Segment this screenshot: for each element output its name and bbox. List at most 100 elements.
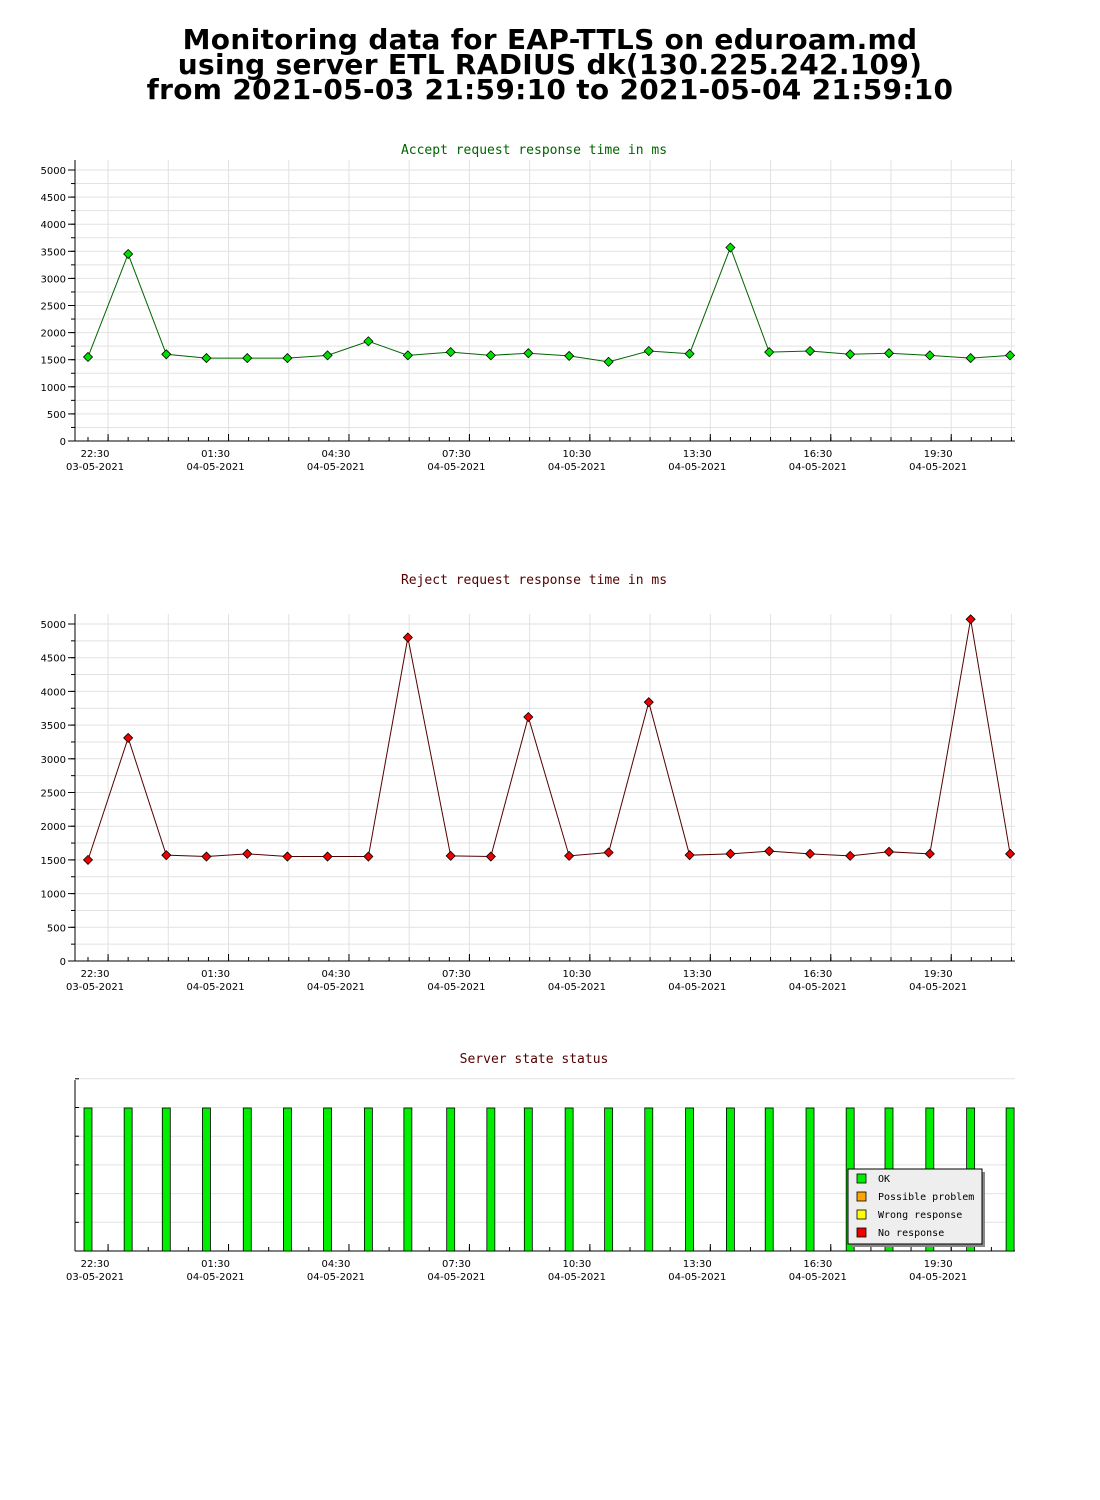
data-point xyxy=(804,345,816,357)
legend-swatch xyxy=(856,1191,867,1202)
x-tick-label-time: 01:30 xyxy=(201,1259,230,1270)
data-point xyxy=(564,850,575,861)
x-tick-label-date: 04-05-2021 xyxy=(186,1272,244,1283)
page-title-line-1: Monitoring data for EAP-TTLS on eduroam.… xyxy=(182,23,918,56)
data-point xyxy=(804,848,816,859)
y-tick-label: 1500 xyxy=(41,356,66,367)
x-tick-label-date: 04-05-2021 xyxy=(668,982,726,993)
x-tick-label-time: 07:30 xyxy=(442,969,471,980)
y-tick-label: 5000 xyxy=(41,166,66,177)
data-point xyxy=(363,336,374,347)
data-point xyxy=(603,847,614,858)
data-point xyxy=(725,848,736,859)
status-bar xyxy=(161,1107,171,1252)
y-tick-label: 0 xyxy=(60,437,66,448)
chart-title: Accept request response time in ms xyxy=(401,143,667,158)
y-tick-label: 4000 xyxy=(41,687,66,698)
x-tick-label-date: 04-05-2021 xyxy=(548,462,606,473)
x-tick-label-date: 04-05-2021 xyxy=(427,982,485,993)
data-point xyxy=(161,850,172,861)
x-tick-label-date: 04-05-2021 xyxy=(668,1272,726,1283)
status-bar xyxy=(242,1107,252,1252)
data-point xyxy=(1005,350,1016,361)
y-tick-label: 1000 xyxy=(41,383,66,394)
y-tick-label: 4000 xyxy=(41,220,66,231)
y-tick-label: 2500 xyxy=(41,789,66,800)
data-point xyxy=(845,349,856,360)
x-tick-label-time: 10:30 xyxy=(562,449,591,460)
x-tick-label-time: 04:30 xyxy=(322,449,351,460)
status-bar xyxy=(726,1107,735,1252)
data-point xyxy=(445,347,456,358)
page-title-line-3: from 2021-05-03 21:59:10 to 2021-05-04 2… xyxy=(146,73,954,106)
x-tick-label-time: 13:30 xyxy=(683,449,712,460)
status-bar xyxy=(403,1107,413,1252)
x-tick-label-time: 04:30 xyxy=(322,969,351,980)
series-line xyxy=(87,619,1011,861)
data-point xyxy=(201,353,212,364)
x-tick-label-time: 07:30 xyxy=(442,449,471,460)
x-tick-label-date: 04-05-2021 xyxy=(909,1272,967,1283)
data-point xyxy=(82,351,94,363)
status-bar xyxy=(123,1107,133,1252)
data-point xyxy=(123,248,134,260)
status-bar xyxy=(685,1107,694,1252)
x-tick-label-time: 10:30 xyxy=(562,1259,591,1270)
x-tick-label-time: 19:30 xyxy=(924,1259,953,1270)
legend-box xyxy=(847,1168,983,1245)
data-point xyxy=(684,348,695,359)
data-point xyxy=(1005,848,1016,859)
y-tick-label: 2000 xyxy=(41,329,66,340)
status-bar xyxy=(564,1107,574,1252)
data-point xyxy=(523,348,534,359)
data-point xyxy=(965,614,976,625)
y-tick-label: 3000 xyxy=(41,274,66,285)
y-tick-label: 2000 xyxy=(41,822,66,833)
x-tick-label-date: 03-05-2021 xyxy=(66,1272,124,1283)
x-tick-label-time: 01:30 xyxy=(201,969,230,980)
legend-label: No response xyxy=(878,1228,944,1239)
y-tick-label: 3500 xyxy=(41,721,66,732)
y-tick-label: 3500 xyxy=(41,247,66,258)
x-tick-label-date: 04-05-2021 xyxy=(548,1272,606,1283)
x-tick-label-date: 04-05-2021 xyxy=(186,982,244,993)
status-bar xyxy=(805,1107,815,1252)
data-point xyxy=(322,350,333,361)
status-bar xyxy=(323,1107,332,1252)
status-bar xyxy=(604,1107,614,1252)
data-point xyxy=(322,851,333,862)
data-point xyxy=(764,347,775,358)
data-point xyxy=(445,850,456,861)
legend-swatch xyxy=(856,1173,867,1184)
x-tick-label-date: 04-05-2021 xyxy=(307,982,365,993)
data-point xyxy=(764,846,775,857)
data-point xyxy=(684,850,695,861)
data-point xyxy=(282,353,293,364)
x-tick-label-date: 04-05-2021 xyxy=(427,1272,485,1283)
status-bar xyxy=(446,1107,456,1252)
legend-swatch xyxy=(856,1227,867,1238)
status-bar xyxy=(486,1107,496,1252)
data-point xyxy=(242,848,253,859)
data-point xyxy=(82,854,94,865)
status-bar xyxy=(523,1107,533,1252)
x-tick-label-date: 04-05-2021 xyxy=(186,462,244,473)
y-tick-label: 2500 xyxy=(41,302,66,313)
data-point xyxy=(603,356,614,367)
x-tick-label-time: 10:30 xyxy=(562,969,591,980)
data-point xyxy=(402,350,413,361)
legend-label: OK xyxy=(878,1174,890,1185)
data-point xyxy=(282,851,293,862)
y-tick-label: 500 xyxy=(47,923,66,934)
data-point xyxy=(161,349,172,360)
x-tick-label-time: 16:30 xyxy=(803,969,832,980)
x-tick-label-date: 04-05-2021 xyxy=(909,462,967,473)
x-tick-label-time: 07:30 xyxy=(442,1259,471,1270)
data-point xyxy=(883,348,895,359)
data-point xyxy=(402,632,413,643)
y-tick-label: 4500 xyxy=(41,193,66,204)
y-tick-label: 1000 xyxy=(41,890,66,901)
y-tick-label: 4500 xyxy=(41,654,66,665)
chart-title: Server state status xyxy=(460,1052,609,1067)
